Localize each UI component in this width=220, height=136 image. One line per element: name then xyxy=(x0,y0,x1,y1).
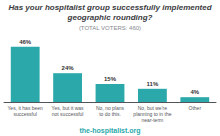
svg-text:geographic rounding?: geographic rounding? xyxy=(67,13,153,22)
svg-text:No, but we're: No, but we're xyxy=(137,105,168,111)
svg-text:near-term: near-term xyxy=(142,117,164,123)
svg-text:11%: 11% xyxy=(147,81,159,87)
svg-text:not successful: not successful xyxy=(52,111,84,117)
svg-text:Yes, it has been: Yes, it has been xyxy=(7,105,43,111)
svg-text:planning to in the: planning to in the xyxy=(133,111,172,117)
svg-text:Other: Other xyxy=(189,105,202,111)
svg-text:the-hospitalist.org: the-hospitalist.org xyxy=(79,127,140,135)
svg-text:24%: 24% xyxy=(62,65,75,71)
svg-text:successful: successful xyxy=(14,111,37,117)
svg-text:15%: 15% xyxy=(104,76,117,82)
svg-text:Has your hospitalist group suc: Has your hospitalist group successfully … xyxy=(8,3,212,12)
svg-text:46%: 46% xyxy=(19,39,32,45)
svg-text:No, no plans: No, no plans xyxy=(96,105,124,111)
svg-text:(TOTAL VOTERS: 460): (TOTAL VOTERS: 460) xyxy=(79,25,141,31)
svg-text:4%: 4% xyxy=(190,89,199,95)
svg-text:to do this.: to do this. xyxy=(99,111,121,117)
svg-text:Yes, but it was: Yes, but it was xyxy=(51,105,84,111)
